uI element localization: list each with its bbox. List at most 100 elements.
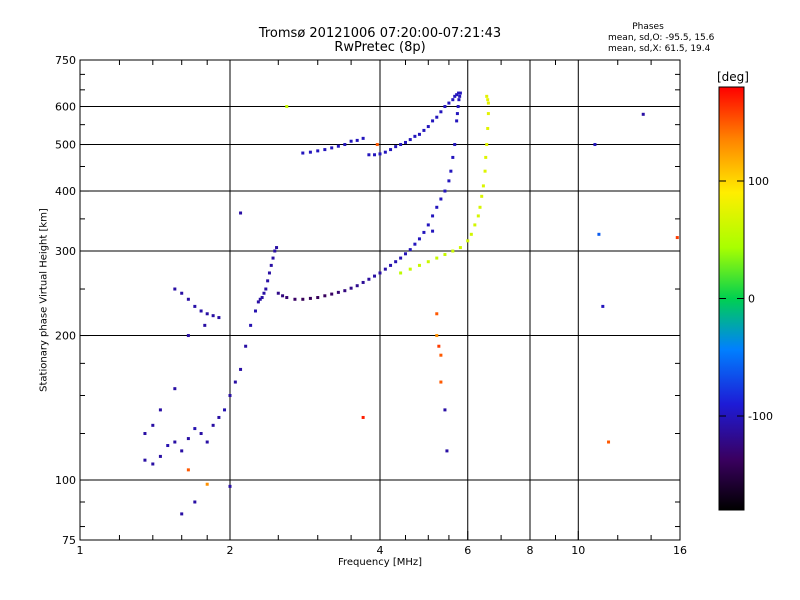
- data-point: [293, 297, 297, 301]
- data-point: [455, 112, 459, 116]
- x-axis-ticks: 1 2 4 6 8 10 16: [77, 60, 687, 557]
- data-point: [607, 440, 611, 444]
- data-point: [217, 415, 221, 419]
- data-point: [417, 263, 421, 267]
- data-point: [597, 232, 601, 236]
- data-point: [399, 271, 403, 275]
- data-point: [601, 304, 605, 308]
- data-point: [447, 101, 451, 105]
- data-point: [355, 284, 359, 288]
- data-point: [180, 291, 184, 295]
- data-point: [439, 353, 443, 357]
- data-point: [180, 449, 184, 453]
- data-point: [158, 454, 162, 458]
- data-point: [426, 260, 430, 264]
- data-point: [389, 263, 393, 267]
- data-point: [199, 432, 203, 436]
- data-point: [675, 236, 679, 240]
- data-point: [422, 128, 426, 132]
- data-point: [417, 132, 421, 136]
- data-point: [285, 105, 289, 109]
- data-point: [180, 512, 184, 516]
- phases-o-mode: mean, sd,O: -95.5, 15.6: [608, 33, 715, 43]
- data-point: [228, 394, 232, 398]
- data-point: [205, 312, 209, 316]
- data-point: [435, 205, 439, 209]
- data-point: [186, 437, 190, 441]
- phases-heading: Phases: [632, 22, 664, 32]
- data-point: [457, 91, 461, 95]
- x-tick-label: 10: [571, 544, 585, 557]
- colorbar-tick-label: 0: [748, 293, 755, 306]
- data-point: [431, 119, 435, 123]
- data-point: [449, 169, 453, 173]
- x-tick-label: 4: [377, 544, 384, 557]
- data-point: [367, 153, 371, 157]
- data-point: [158, 408, 162, 412]
- data-point: [455, 93, 459, 97]
- data-point: [253, 309, 257, 313]
- data-point: [361, 415, 365, 419]
- data-point: [343, 289, 347, 293]
- data-point: [486, 112, 490, 116]
- data-point: [336, 144, 340, 148]
- data-point: [271, 256, 275, 260]
- data-point: [151, 462, 155, 466]
- data-point: [193, 500, 197, 504]
- echo-points: [143, 91, 679, 516]
- data-point: [641, 112, 645, 116]
- data-point: [223, 408, 227, 412]
- data-point: [486, 98, 490, 102]
- data-point: [486, 126, 490, 130]
- data-point: [378, 271, 382, 275]
- data-point: [451, 249, 455, 253]
- data-point: [378, 152, 382, 156]
- data-point: [484, 155, 488, 159]
- data-point: [481, 184, 485, 188]
- data-point: [485, 94, 489, 98]
- data-point: [186, 297, 190, 301]
- data-point: [361, 136, 365, 140]
- data-point: [399, 143, 403, 147]
- data-point: [173, 387, 177, 391]
- data-point: [193, 427, 197, 431]
- data-point: [439, 110, 443, 114]
- data-point: [389, 148, 393, 152]
- data-point: [483, 169, 487, 173]
- data-point: [211, 314, 215, 318]
- data-point: [336, 290, 340, 294]
- data-point: [269, 263, 273, 267]
- data-point: [199, 309, 203, 313]
- data-point: [258, 297, 262, 301]
- data-point: [476, 214, 480, 218]
- data-point: [239, 211, 243, 215]
- data-point: [443, 105, 447, 109]
- data-point: [367, 277, 371, 281]
- data-point: [431, 229, 435, 233]
- data-point: [593, 143, 597, 147]
- data-point: [228, 484, 232, 488]
- data-point: [217, 316, 221, 320]
- x-tick-label: 6: [464, 544, 471, 557]
- data-point: [260, 296, 264, 300]
- data-point: [205, 482, 209, 486]
- data-point: [249, 323, 253, 327]
- y-axis-ticks: 75 100 200 300 400 500 600 750: [55, 54, 680, 547]
- data-point: [330, 146, 334, 150]
- data-point: [403, 252, 407, 256]
- x-tick-label: 2: [227, 544, 234, 557]
- data-point: [443, 189, 447, 193]
- data-point: [394, 145, 398, 149]
- x-tick-label: 16: [673, 544, 687, 557]
- data-point: [413, 134, 417, 138]
- data-point: [267, 271, 271, 275]
- data-point: [343, 143, 347, 147]
- y-tick-label: 400: [55, 185, 76, 198]
- chart-subtitle: RwPretec (8p): [334, 40, 426, 55]
- colorbar-tick-label: -100: [748, 410, 773, 423]
- data-point: [439, 380, 443, 384]
- y-tick-label: 750: [55, 54, 76, 67]
- data-point: [273, 249, 277, 253]
- data-point: [466, 239, 470, 243]
